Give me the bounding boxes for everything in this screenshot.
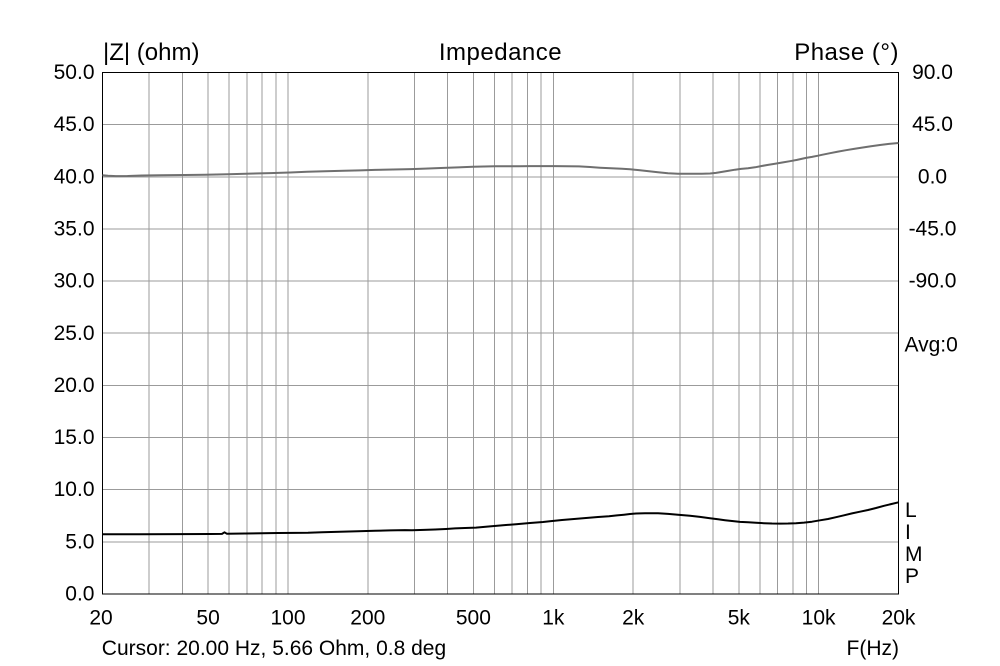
svg-text:40.0: 40.0 [54,165,95,188]
svg-text:0.0: 0.0 [65,583,94,606]
svg-text:10.0: 10.0 [54,478,95,501]
svg-text:90.0: 90.0 [912,61,953,84]
svg-text:20k: 20k [882,607,916,630]
svg-text:25.0: 25.0 [54,322,95,345]
svg-text:2k: 2k [622,607,645,630]
svg-text:45.0: 45.0 [54,113,95,136]
svg-text:45.0: 45.0 [912,113,953,136]
svg-text:35.0: 35.0 [54,217,95,240]
svg-text:M: M [905,543,923,566]
svg-text:-90.0: -90.0 [909,270,957,293]
svg-text:I: I [905,521,911,544]
svg-text:5.0: 5.0 [65,530,94,553]
svg-text:Impedance: Impedance [439,39,562,66]
svg-text:L: L [905,499,917,522]
svg-text:F(Hz): F(Hz) [847,637,899,660]
svg-text:50: 50 [196,607,219,630]
svg-text:Phase (°): Phase (°) [794,39,899,66]
svg-text:Avg:0: Avg:0 [905,334,958,357]
svg-text:100: 100 [270,607,305,630]
svg-text:5k: 5k [728,607,751,630]
svg-text:30.0: 30.0 [54,270,95,293]
svg-text:20.0: 20.0 [54,374,95,397]
svg-text:20: 20 [89,607,112,630]
svg-text:200: 200 [350,607,385,630]
svg-text:|Z| (ohm): |Z| (ohm) [103,39,199,66]
svg-text:0.0: 0.0 [918,165,947,188]
svg-text:Cursor: 20.00 Hz, 5.66 Ohm, 0.: Cursor: 20.00 Hz, 5.66 Ohm, 0.8 deg [102,637,446,660]
svg-text:10k: 10k [802,607,836,630]
svg-text:1k: 1k [542,607,565,630]
svg-text:-45.0: -45.0 [909,217,957,240]
svg-text:50.0: 50.0 [54,61,95,84]
svg-text:500: 500 [456,607,491,630]
svg-text:P: P [905,565,919,588]
svg-text:15.0: 15.0 [54,426,95,449]
